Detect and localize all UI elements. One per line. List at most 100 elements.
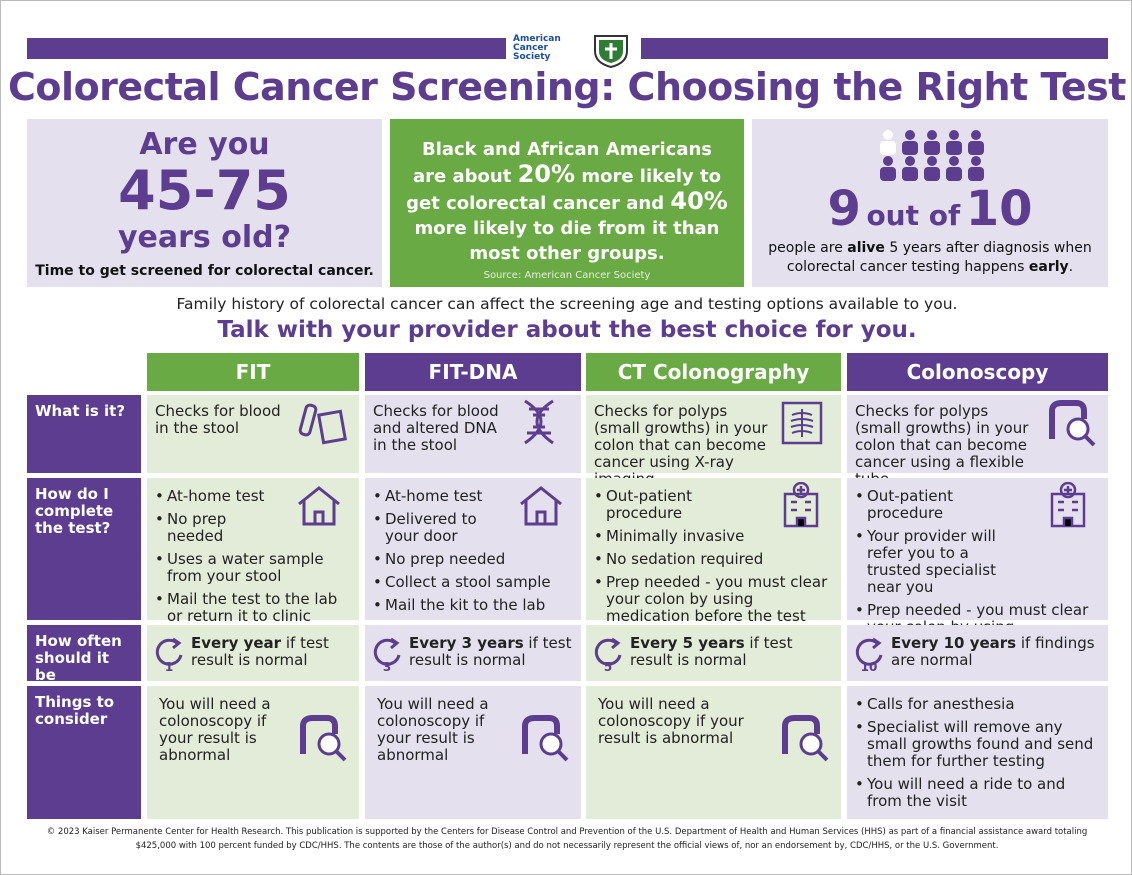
icon bbox=[520, 486, 562, 526]
cell-text: Checks for blood in the stool bbox=[155, 402, 281, 437]
icon bbox=[300, 715, 347, 762]
survival-text: people are alive 5 years after diagnosis… bbox=[758, 239, 1102, 277]
cell: Out-patient procedure Your provider will … bbox=[847, 478, 1108, 653]
cell-text: You will need a colonoscopy if your resu… bbox=[377, 695, 489, 764]
bullet-item: Prep needed - you must clear your colon … bbox=[594, 574, 833, 625]
highlight: 40% bbox=[670, 187, 728, 215]
top-bar bbox=[27, 38, 506, 59]
icon bbox=[1050, 482, 1086, 528]
column-header: FIT bbox=[147, 353, 359, 391]
bullet-item: Out-patient procedure bbox=[855, 488, 1026, 522]
top-bar bbox=[641, 38, 1108, 59]
stat-box: Black and African Americans are about 20… bbox=[390, 119, 744, 287]
repeat-number: 10 bbox=[861, 660, 878, 674]
frequency-bold: Every year bbox=[191, 634, 282, 652]
footer: © 2023 Kaiser Permanente Center for Heal… bbox=[46, 827, 1088, 851]
logo: American Cancer Society bbox=[513, 35, 573, 62]
bullet-item: Delivered to your door bbox=[373, 511, 499, 545]
frequency-text: if findings are normal bbox=[891, 634, 1095, 669]
cell: You will need a colonoscopy if your resu… bbox=[147, 686, 359, 819]
bullet-item: You will need a ride to and from the vis… bbox=[855, 776, 1100, 810]
cell: 10 Every 10 years if findings are normal bbox=[847, 625, 1108, 681]
repeat-icon: 3 bbox=[373, 637, 401, 674]
bullet-item: No sedation required bbox=[594, 551, 833, 569]
column-header: Colonoscopy bbox=[847, 353, 1108, 391]
emphasis: alive bbox=[847, 240, 885, 256]
repeat-number: 1 bbox=[165, 660, 173, 674]
icon bbox=[1049, 400, 1096, 447]
text-part: more likely to die from it than most oth… bbox=[414, 218, 720, 264]
icon bbox=[781, 401, 823, 445]
icon bbox=[522, 715, 569, 762]
column-header: CT Colonography bbox=[586, 353, 841, 391]
frequency-bold: Every 5 years bbox=[630, 634, 745, 652]
number: 10 bbox=[965, 181, 1033, 237]
age-range: 45-75 bbox=[118, 159, 291, 222]
number: 9 bbox=[827, 181, 861, 237]
cell-text: Checks for polyps (small growths) in you… bbox=[594, 402, 768, 488]
cell: Checks for blood and altered DNA in the … bbox=[365, 395, 581, 473]
survival-box: 9 out of 10 people are alive 5 years aft… bbox=[752, 119, 1108, 287]
bullet-item: No prep needed bbox=[373, 551, 573, 569]
cell: Checks for polyps (small growths) in you… bbox=[847, 395, 1108, 488]
source: Source: American Cancer Society bbox=[483, 270, 651, 281]
frequency-text: if test result is normal bbox=[630, 634, 793, 669]
cell: Calls for anesthesia Specialist will remo… bbox=[847, 686, 1108, 819]
bullet-item: At-home test bbox=[155, 488, 277, 506]
bullet-item: At-home test bbox=[373, 488, 499, 506]
bullet-list: Calls for anesthesia Specialist will remo… bbox=[855, 696, 1100, 810]
bullet-item: Calls for anesthesia bbox=[855, 696, 1100, 714]
repeat-icon: 10 bbox=[855, 637, 883, 674]
survival-stat: 9 out of 10 bbox=[752, 181, 1108, 237]
icon bbox=[782, 715, 829, 762]
frequency: Every year if test result is normal bbox=[191, 635, 351, 669]
bullet-item: Mail the test to the lab or return it to… bbox=[155, 591, 351, 625]
icon bbox=[298, 403, 348, 445]
repeat-number: 3 bbox=[383, 660, 391, 674]
bullet-item: Uses a water sample from your stool bbox=[155, 551, 351, 585]
cell: At-home test No prep needed Uses a water s… bbox=[147, 478, 359, 625]
icon bbox=[298, 486, 340, 526]
cell: 1 Every year if test result is normal bbox=[147, 625, 359, 681]
column-header: FIT-DNA bbox=[365, 353, 581, 391]
cell-text: Checks for blood and altered DNA in the … bbox=[373, 402, 499, 454]
shield-logo bbox=[594, 35, 628, 69]
frequency-text: if test result is normal bbox=[191, 634, 329, 669]
emphasis: early bbox=[1028, 259, 1069, 275]
age-box: Are you 45-75 years old? Time to get scr… bbox=[27, 119, 382, 287]
row-label: What is it? bbox=[27, 395, 141, 473]
frequency: Every 10 years if findings are normal bbox=[891, 635, 1100, 669]
title: Colorectal Cancer Screening: Choosing th… bbox=[8, 65, 1126, 109]
bullet-item: Your provider will refer you to a truste… bbox=[855, 528, 1026, 596]
age-note: Time to get screened for colorectal canc… bbox=[35, 263, 374, 279]
bullet-list: At-home test No prep needed Uses a water s… bbox=[155, 488, 351, 625]
repeat-number: 5 bbox=[604, 660, 612, 674]
icon bbox=[783, 482, 819, 528]
text-part: more likely to get colorectal cancer and bbox=[406, 166, 721, 214]
cell: You will need a colonoscopy if your resu… bbox=[365, 686, 581, 819]
cell: 3 Every 3 years if test result is normal bbox=[365, 625, 581, 681]
row-label: How often should it be repeated? bbox=[27, 625, 141, 701]
people-icon bbox=[880, 130, 984, 181]
age-line: Are you bbox=[139, 127, 270, 162]
frequency: Every 3 years if test result is normal bbox=[409, 635, 573, 669]
cell-text: You will need a colonoscopy if your resu… bbox=[159, 695, 271, 764]
cell: Checks for blood in the stool bbox=[147, 395, 359, 473]
stat-text: Black and African Americans are about 20… bbox=[406, 137, 728, 266]
frequency-bold: Every 10 years bbox=[891, 634, 1017, 652]
frequency: Every 5 years if test result is normal bbox=[630, 635, 833, 669]
bullet-item: Collect a stool sample bbox=[373, 574, 573, 592]
icon bbox=[524, 399, 554, 445]
bullet-list: At-home test Delivered to your door No pre… bbox=[373, 488, 573, 615]
row-label: Things to consider bbox=[27, 686, 141, 819]
cell-text: Checks for polyps (small growths) in you… bbox=[855, 402, 1029, 488]
bullet-item: No prep needed bbox=[155, 511, 277, 545]
highlight: 20% bbox=[517, 160, 576, 188]
cell-text: You will need a colonoscopy if your resu… bbox=[598, 695, 744, 747]
cell: Out-patient procedure Minimally invasive N… bbox=[586, 478, 841, 625]
cell: You will need a colonoscopy if your resu… bbox=[586, 686, 841, 819]
text-part: people are bbox=[768, 240, 848, 256]
bullet-list: Out-patient procedure Minimally invasive N… bbox=[594, 488, 833, 625]
talk: Talk with your provider about the best c… bbox=[217, 317, 917, 343]
